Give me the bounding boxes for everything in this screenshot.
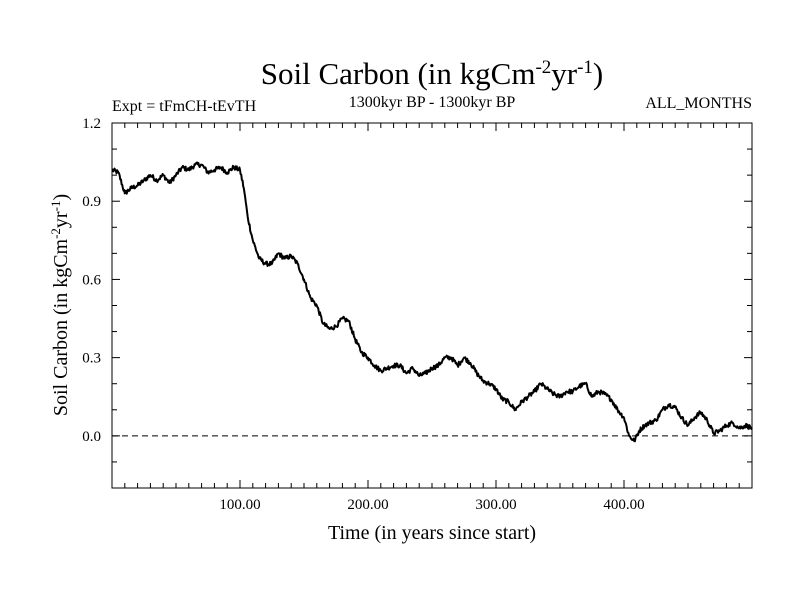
chart-title: Soil Carbon (in kgCm-2yr-1) [261, 56, 604, 91]
x-axis-label: Time (in years since start) [328, 522, 536, 544]
y-tick-label: 0.6 [82, 272, 101, 288]
x-tick-label: 100.00 [219, 497, 260, 513]
y-tick-label: 0.3 [82, 351, 101, 367]
soil-carbon-series-line [111, 161, 753, 443]
axis-ticks [112, 123, 752, 488]
period-label: 1300kyr BP - 1300kyr BP [349, 94, 516, 111]
y-tick-label: 0.0 [82, 429, 101, 445]
plot-frame [111, 122, 753, 489]
x-tick-label: 300.00 [475, 497, 516, 513]
x-tick-label: 200.00 [347, 497, 388, 513]
y-tick-label: 1.2 [82, 116, 101, 132]
y-axis-label: Soil Carbon (in kgCm-2yr-1) [48, 194, 72, 416]
y-tick-labels: 0.0 0.3 0.6 0.9 1.2 [82, 116, 101, 445]
y-tick-label: 0.9 [82, 194, 101, 210]
experiment-label: Expt = tFmCH-tEvTH [112, 98, 257, 115]
months-label: ALL_MONTHS [645, 95, 752, 112]
x-tick-labels: 100.00 200.00 300.00 400.00 [219, 497, 644, 513]
x-tick-label: 400.00 [603, 497, 644, 513]
